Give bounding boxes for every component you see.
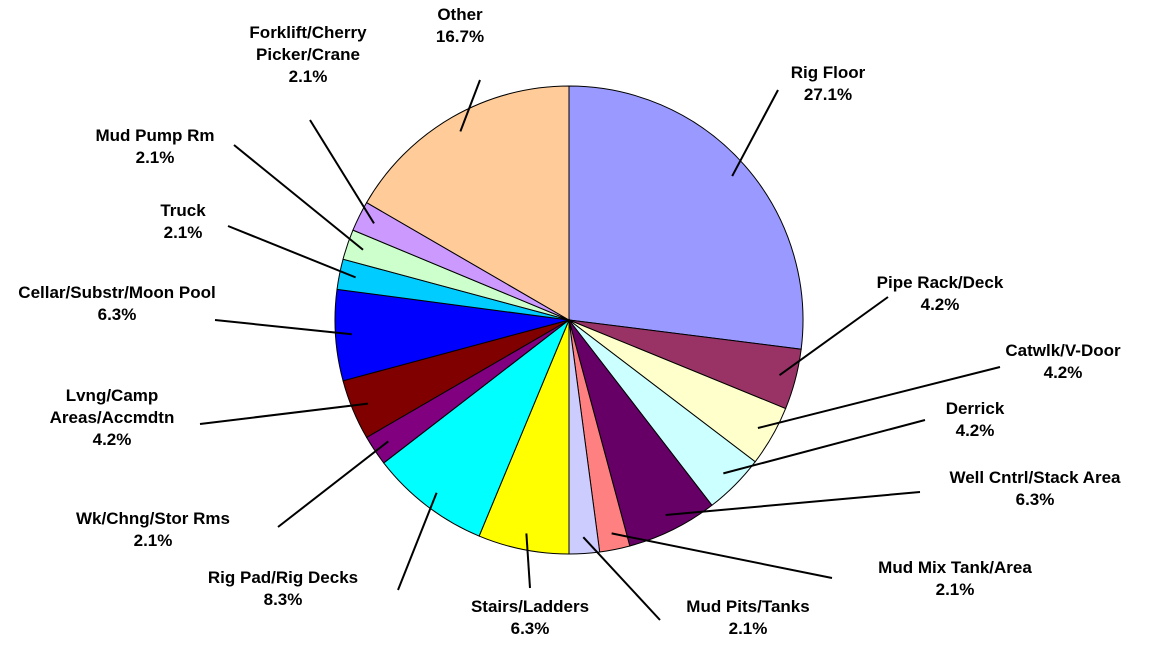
slice-label: Catwlk/V-Door 4.2% xyxy=(983,340,1143,384)
leader-line xyxy=(459,79,481,132)
slice-name: Mud Pump Rm xyxy=(95,126,215,145)
slice-label: Mud Pump Rm 2.1% xyxy=(80,125,230,169)
slice-name: Stairs/Ladders xyxy=(470,597,590,616)
slice-name: Rig Floor xyxy=(790,63,866,82)
slice-percent: 8.3% xyxy=(263,590,303,609)
leader-line xyxy=(397,492,438,591)
leader-line xyxy=(778,296,889,377)
slice-label: Other 16.7% xyxy=(400,4,520,48)
leader-line xyxy=(233,144,364,251)
slice-percent: 6.3% xyxy=(510,619,550,638)
pie-slice xyxy=(383,318,571,537)
slice-percent: 2.1% xyxy=(133,531,173,550)
slice-name: Forklift/Cherry Picker/Crane xyxy=(249,23,367,64)
slice-name: Lvng/Camp Areas/Accmdtn xyxy=(49,386,175,427)
slice-name: Cellar/Substr/Moon Pool xyxy=(18,283,216,302)
slice-name: Well Cntrl/Stack Area xyxy=(949,468,1121,487)
slice-name: Rig Pad/Rig Decks xyxy=(207,568,359,587)
leader-line xyxy=(199,402,369,425)
leader-line xyxy=(757,366,1001,429)
slice-percent: 4.2% xyxy=(955,421,995,440)
slice-percent: 27.1% xyxy=(803,85,853,104)
slice-label: Stairs/Ladders 6.3% xyxy=(440,596,620,640)
pie-slice xyxy=(568,85,804,350)
slice-label: Forklift/Cherry Picker/Crane 2.1% xyxy=(228,22,388,88)
slice-percent: 2.1% xyxy=(163,223,203,242)
slice-percent: 2.1% xyxy=(935,580,975,599)
leader-line xyxy=(723,419,926,475)
slice-percent: 6.3% xyxy=(1015,490,1055,509)
slice-name: Derrick xyxy=(945,399,1005,418)
slice-percent: 4.2% xyxy=(1043,363,1083,382)
slice-label: Derrick 4.2% xyxy=(915,398,1035,442)
leader-line xyxy=(214,319,352,336)
slice-label: Well Cntrl/Stack Area 6.3% xyxy=(920,467,1150,511)
leader-line xyxy=(665,491,921,516)
slice-label: Truck 2.1% xyxy=(123,200,243,244)
leader-line xyxy=(582,536,661,621)
pie-slice xyxy=(365,85,570,321)
slice-label: Rig Pad/Rig Decks 8.3% xyxy=(183,567,383,611)
slice-percent: 4.2% xyxy=(92,430,132,449)
slice-name: Pipe Rack/Deck xyxy=(876,273,1004,292)
slice-label: Pipe Rack/Deck 4.2% xyxy=(860,272,1020,316)
slice-name: Mud Mix Tank/Area xyxy=(878,558,1032,577)
slice-label: Cellar/Substr/Moon Pool 6.3% xyxy=(17,282,217,326)
slice-name: Truck xyxy=(160,201,206,220)
slice-percent: 2.1% xyxy=(135,148,175,167)
slice-name: Catwlk/V-Door xyxy=(1005,341,1121,360)
slice-label: Mud Mix Tank/Area 2.1% xyxy=(845,557,1065,601)
slice-label: Lvng/Camp Areas/Accmdtn 4.2% xyxy=(32,385,192,451)
slice-label: Mud Pits/Tanks 2.1% xyxy=(658,596,838,640)
slice-name: Other xyxy=(437,5,483,24)
leader-line xyxy=(611,532,833,579)
slice-name: Mud Pits/Tanks xyxy=(686,597,810,616)
leader-line xyxy=(277,440,389,528)
slice-label: Wk/Chng/Stor Rms 2.1% xyxy=(43,508,263,552)
slice-name: Wk/Chng/Stor Rms xyxy=(76,509,230,528)
leader-line xyxy=(309,119,375,224)
slice-percent: 16.7% xyxy=(435,27,485,46)
slice-percent: 4.2% xyxy=(920,295,960,314)
slice-label: Rig Floor 27.1% xyxy=(768,62,888,106)
leader-line xyxy=(227,225,356,279)
slice-percent: 6.3% xyxy=(97,305,137,324)
leader-line xyxy=(731,89,779,177)
slice-percent: 2.1% xyxy=(728,619,768,638)
slice-percent: 2.1% xyxy=(288,67,328,86)
leader-line xyxy=(525,533,531,589)
